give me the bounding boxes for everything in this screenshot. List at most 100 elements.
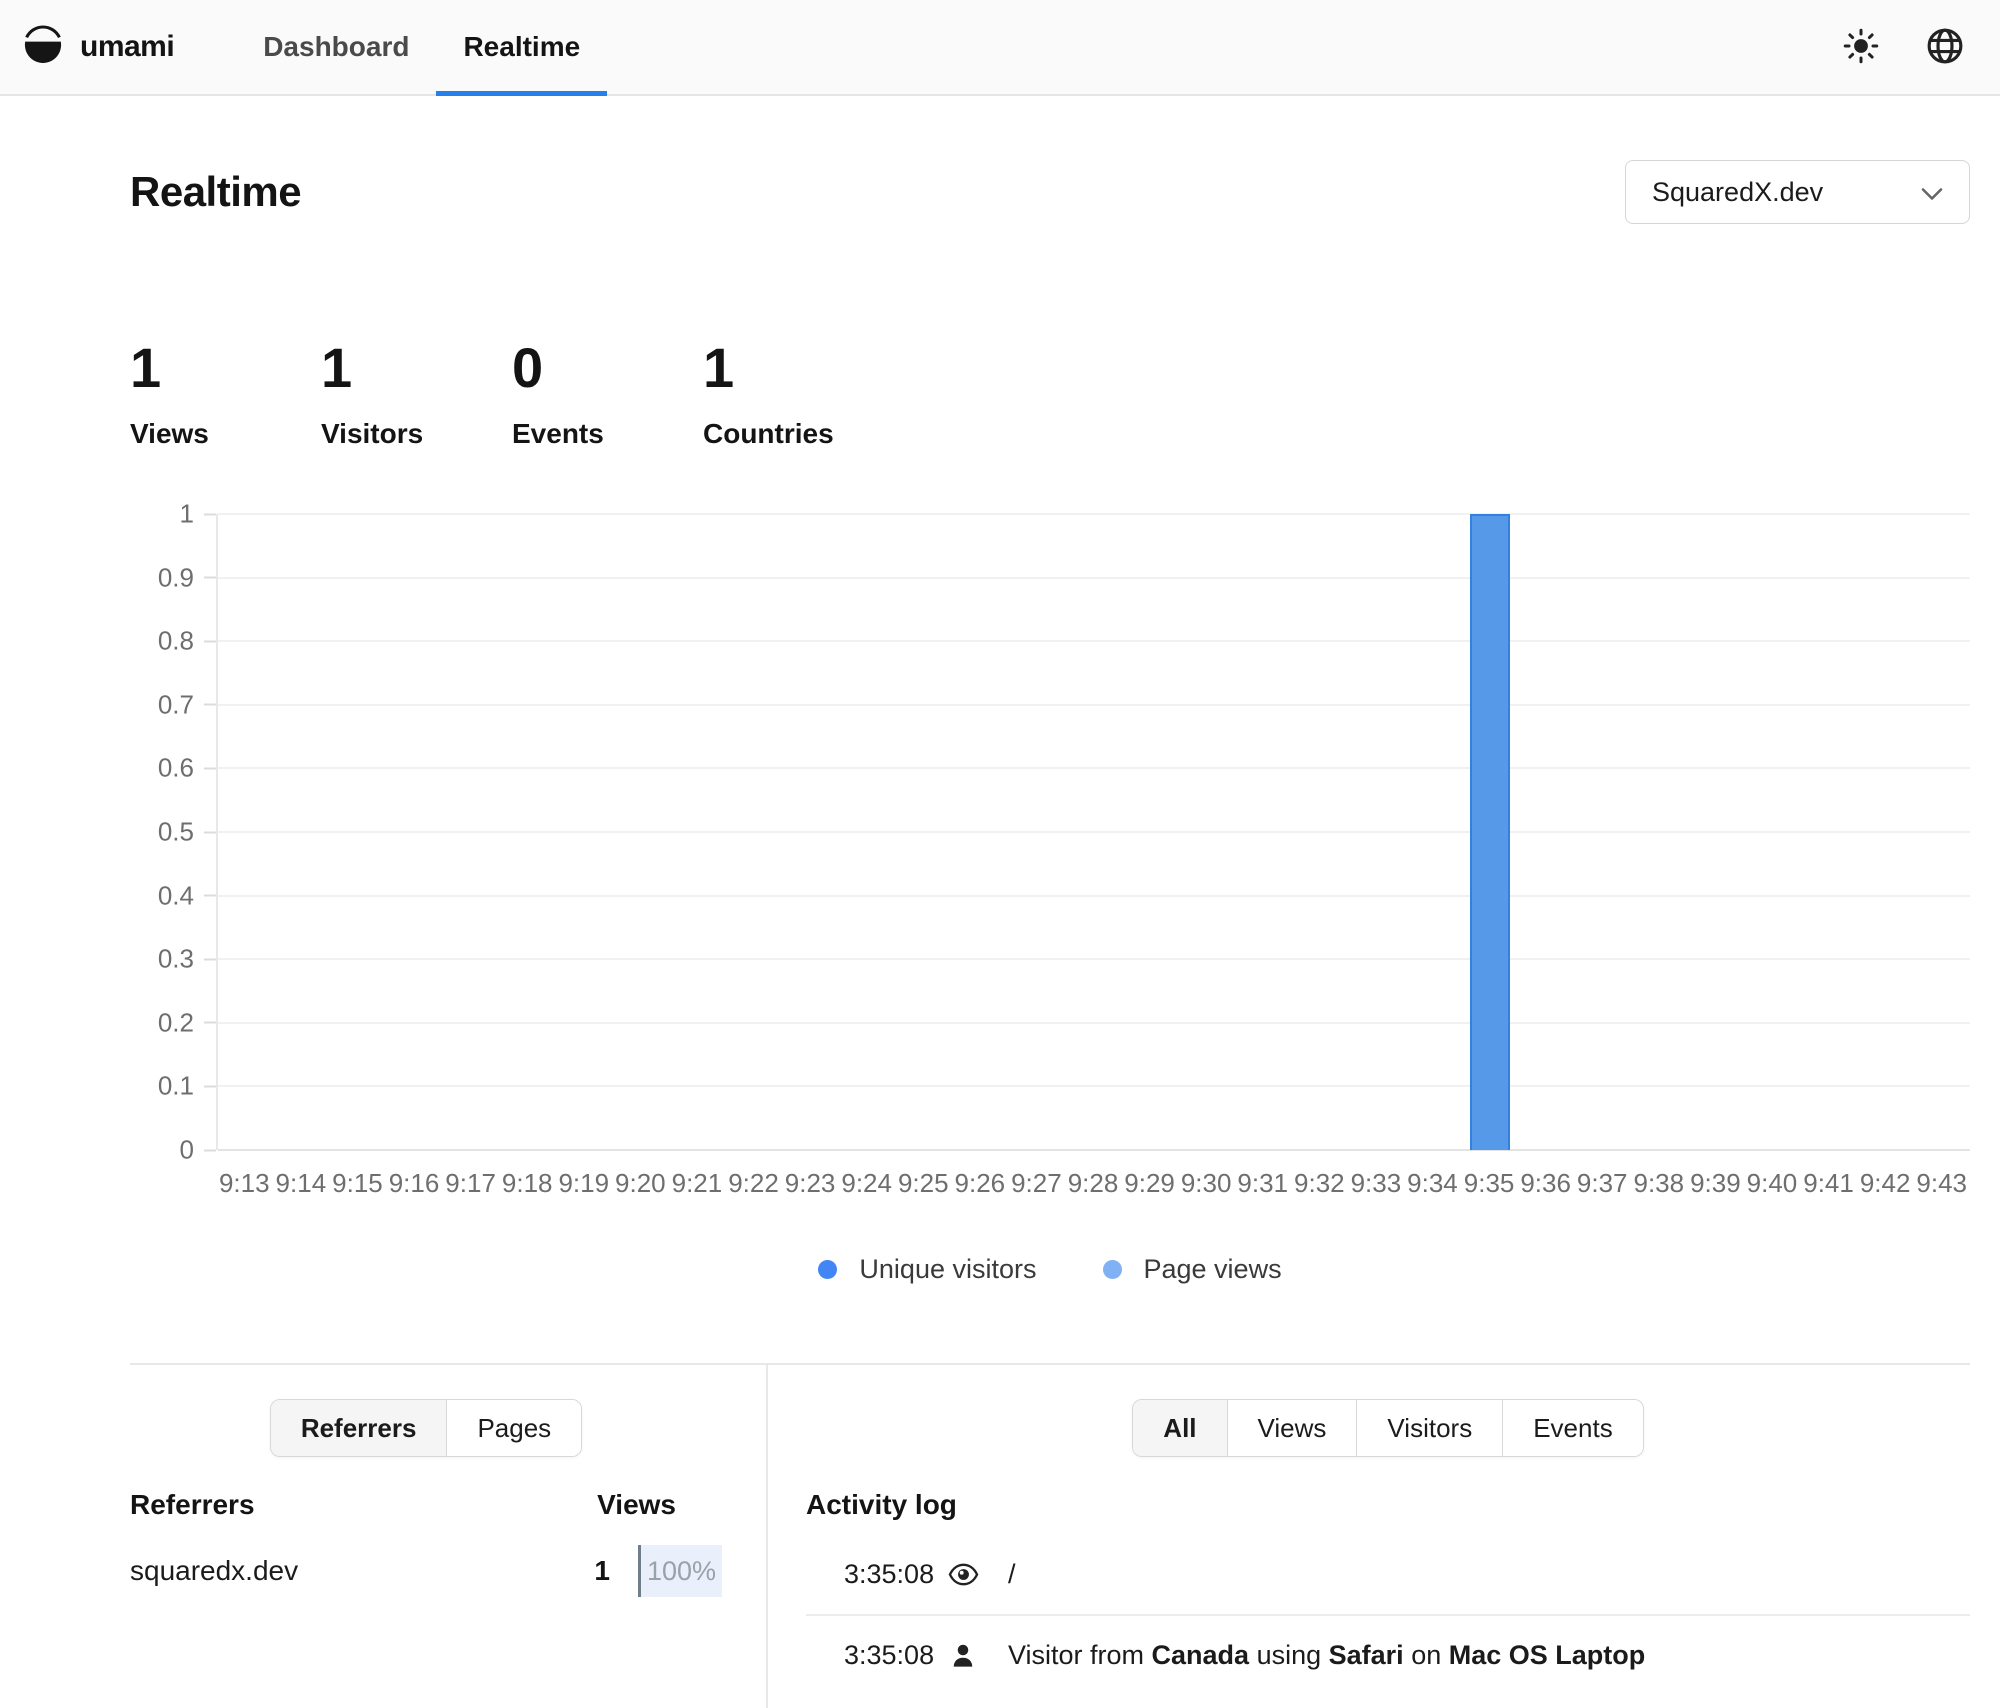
umami-logo-icon [22, 24, 64, 70]
y-tick-mark [204, 767, 216, 770]
chart-x-axis: 9:13 9:14 9:15 9:16 9:17 9:18 9:19 9:20 9:21 9:22… [216, 1168, 1970, 1208]
activity-entry: 3:35:08 / [806, 1535, 1970, 1614]
x-tick-label: 9:38 [1633, 1168, 1685, 1198]
nav-actions [1834, 20, 1972, 74]
x-tick-label: 9:34 [1407, 1168, 1458, 1198]
tab-views[interactable]: Views [1227, 1400, 1358, 1456]
y-tick-mark [204, 640, 216, 643]
page-title: Realtime [130, 168, 302, 215]
x-tick-label: 9:37 [1576, 1168, 1628, 1198]
x-tick-label: 9:14 [275, 1168, 327, 1198]
gridline [218, 831, 1970, 833]
metric-views-value: 1 [130, 336, 162, 399]
gridline [218, 1085, 1970, 1088]
tab-all[interactable]: All [1133, 1400, 1228, 1456]
x-tick-label: 9:20 [615, 1168, 666, 1198]
x-tick-label: 9:31 [1237, 1168, 1289, 1198]
referrers-views-header: Views [597, 1489, 676, 1520]
x-tick-label: 9:16 [388, 1168, 440, 1198]
x-tick-label: 9:30 [1180, 1168, 1232, 1198]
referrers-name-header: Referrers [130, 1489, 255, 1520]
x-tick-label: 9:35 [1463, 1168, 1515, 1198]
tab-pages[interactable]: Pages [447, 1400, 582, 1456]
x-tick-label: 9:17 [445, 1168, 496, 1198]
y-tick-mark [204, 1021, 216, 1024]
y-tick-label: 0.9 [158, 562, 216, 593]
x-tick-label: 9:42 [1859, 1168, 1911, 1198]
chart-y-axis: 1 0.9 0.8 0.7 0.6 0.5 0.4 0.3 0.2 0.1 0 [130, 499, 216, 1165]
globe-icon [1926, 27, 1964, 68]
activity-text-part: Visitor from [1008, 1640, 1152, 1670]
gridline [218, 894, 1970, 897]
tab-events[interactable]: Events [1503, 1400, 1643, 1456]
x-tick-label: 9:18 [501, 1168, 553, 1198]
gridline [218, 767, 1970, 770]
x-tick-label: 9:22 [728, 1168, 779, 1198]
gridline [218, 1149, 1970, 1151]
x-tick-label: 9:28 [1067, 1168, 1119, 1198]
website-select-dropdown[interactable]: SquaredX.dev [1625, 160, 1970, 224]
x-tick-label: 9:26 [954, 1168, 1006, 1198]
x-tick-label: 9:24 [841, 1168, 892, 1198]
person-icon [948, 1641, 1008, 1671]
metric-visitors: 1 Visitors [321, 340, 512, 450]
chart-legend: Unique visitors Page views [130, 1254, 1970, 1285]
x-tick-label: 9:29 [1124, 1168, 1175, 1198]
realtime-page: Realtime SquaredX.dev 1 Views 1 Visitors… [0, 160, 2000, 1708]
x-tick-label: 9:33 [1350, 1168, 1402, 1198]
y-tick-label: 0.8 [158, 626, 216, 657]
y-tick-mark [204, 831, 216, 833]
metrics-bar: 1 Views 1 Visitors 0 Events 1 Countries [130, 340, 1970, 450]
legend-item[interactable]: Page views [1102, 1254, 1282, 1285]
activity-log-list: 3:35:08 / 3:35:08 Visitor from Canada using… [806, 1535, 1970, 1695]
gridline [218, 640, 1970, 643]
referrers-table-body: squaredx.dev 1 100% [130, 1545, 722, 1597]
nav-tab-realtime[interactable]: Realtime [436, 0, 607, 96]
y-tick-label: 0.5 [158, 817, 216, 848]
activity-time: 3:35:08 [844, 1640, 935, 1670]
metric-events-label: Events [512, 418, 604, 449]
activity-text: Visitor from Canada using Safari on Mac … [1008, 1640, 1970, 1671]
activity-panel: All Views Visitors Events Activity log 3… [768, 1365, 1970, 1708]
activity-filter-toggle: All Views Visitors Events [1132, 1399, 1644, 1457]
legend-label: Page views [1143, 1254, 1282, 1284]
y-tick-label: 0.3 [158, 944, 216, 975]
language-button[interactable] [1918, 20, 1972, 74]
y-tick-label: 0 [180, 1135, 216, 1166]
brand-name: umami [80, 30, 175, 63]
activity-text-part: on [1403, 1640, 1449, 1670]
x-tick-label: 9:43 [1916, 1168, 1968, 1198]
metric-visitors-value: 1 [321, 336, 353, 399]
x-tick-label: 9:15 [332, 1168, 383, 1198]
activity-text-part: Safari [1328, 1640, 1404, 1670]
tab-visitors[interactable]: Visitors [1357, 1400, 1504, 1456]
gridline [218, 513, 1970, 515]
activity-text: / [1008, 1559, 1970, 1590]
nav-tab-dashboard[interactable]: Dashboard [236, 0, 436, 94]
x-tick-label: 9:27 [1011, 1168, 1062, 1198]
referrer-name: squaredx.dev [130, 1555, 299, 1586]
metric-events: 0 Events [512, 340, 703, 450]
gridline [218, 1021, 1970, 1024]
realtime-chart: 1 0.9 0.8 0.7 0.6 0.5 0.4 0.3 0.2 0.1 0 9:13 9:14 9:… [130, 499, 1970, 1208]
brand-link[interactable]: umami [22, 24, 175, 70]
bar-unique-visitors [1469, 514, 1510, 1150]
x-tick-label: 9:25 [897, 1168, 949, 1198]
metric-countries-value: 1 [703, 336, 735, 399]
x-tick-label: 9:40 [1746, 1168, 1798, 1198]
metric-countries-label: Countries [703, 418, 834, 449]
y-tick-mark [204, 703, 216, 706]
top-nav: umami Dashboard Realtime [0, 0, 2000, 96]
y-tick-mark [204, 1149, 216, 1151]
y-tick-label: 0.6 [158, 753, 216, 784]
eye-icon [948, 1559, 1008, 1590]
activity-page-link[interactable]: / [1008, 1559, 1016, 1589]
x-tick-label: 9:39 [1690, 1168, 1741, 1198]
legend-item[interactable]: Unique visitors [818, 1254, 1037, 1285]
x-tick-label: 9:19 [558, 1168, 610, 1198]
chevron-down-icon [1921, 177, 1943, 208]
y-tick-label: 0.2 [158, 1007, 216, 1038]
chart-plot-area [216, 513, 1970, 1151]
theme-toggle-button[interactable] [1834, 20, 1888, 74]
tab-referrers[interactable]: Referrers [270, 1400, 448, 1456]
